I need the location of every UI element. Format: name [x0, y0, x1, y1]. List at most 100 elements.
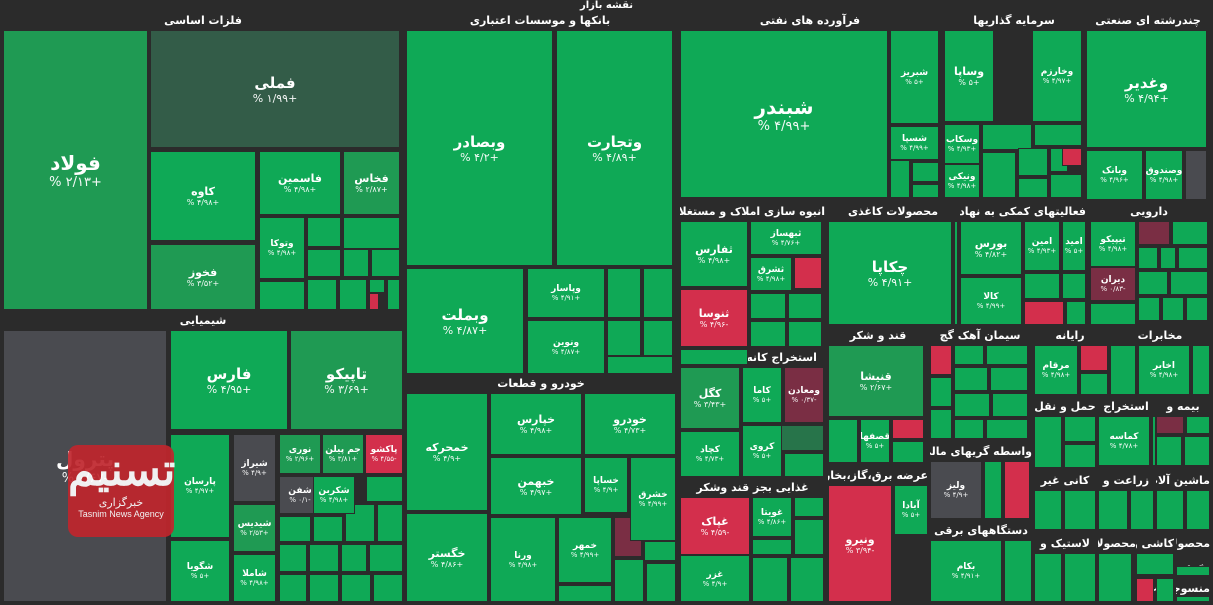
treemap-cell[interactable]: [982, 152, 1016, 198]
treemap-cell[interactable]: [341, 574, 371, 602]
treemap-cell[interactable]: [794, 497, 824, 517]
treemap-cell[interactable]: [366, 476, 403, 502]
stock-tile[interactable]: خودرو +۴/۷۳ %: [584, 393, 676, 455]
stock-tile[interactable]: غپاک -۴/۵۹ %: [680, 497, 750, 555]
treemap-cell[interactable]: [1024, 273, 1060, 299]
treemap-cell[interactable]: [607, 320, 641, 356]
treemap-cell[interactable]: [1186, 297, 1208, 321]
stock-tile[interactable]: شکربن +۴/۹۸ %: [313, 476, 355, 514]
treemap-cell[interactable]: [1050, 174, 1082, 198]
treemap-cell[interactable]: [1018, 178, 1048, 198]
treemap-cell[interactable]: [1162, 297, 1184, 321]
stock-tile[interactable]: قصفها +۵ %: [860, 419, 890, 463]
stock-tile[interactable]: کماسه +۴/۷۸ %: [1098, 416, 1150, 466]
treemap-cell[interactable]: [607, 356, 673, 374]
stock-tile[interactable]: ثفارس +۴/۹۸ %: [680, 221, 748, 287]
treemap-cell[interactable]: [646, 563, 676, 602]
stock-tile[interactable]: شیدیس +۲/۵۳ %: [233, 504, 276, 552]
treemap-cell[interactable]: [1138, 271, 1168, 295]
stock-tile[interactable]: چکاپا +۴/۹۱ %: [828, 221, 952, 325]
stock-tile[interactable]: وخارزم +۴/۹۷ %: [1032, 30, 1082, 122]
stock-tile[interactable]: وبملت +۴/۸۷ %: [406, 268, 524, 374]
treemap-cell[interactable]: [339, 279, 367, 310]
stock-tile[interactable]: خساپا +۴/۹ %: [584, 457, 628, 513]
stock-tile[interactable]: پاکشو -۴/۵۵ %: [365, 434, 403, 474]
stock-tile[interactable]: وصندوق +۴/۹۸ %: [1145, 150, 1183, 200]
stock-tile[interactable]: خبهمن +۴/۹۷ %: [490, 457, 582, 515]
stock-tile[interactable]: فارس +۴/۹۵ %: [170, 330, 288, 430]
stock-tile[interactable]: کگل +۳/۴۳ %: [680, 367, 740, 429]
stock-tile[interactable]: کچاد +۴/۷۳ %: [680, 431, 740, 477]
treemap-cell[interactable]: [1176, 596, 1210, 602]
treemap-cell[interactable]: [614, 559, 644, 602]
stock-tile[interactable]: ومعادن -۰/۳۷ %: [784, 367, 824, 423]
stock-tile[interactable]: شاملا +۴/۹۸ %: [233, 554, 276, 602]
stock-tile[interactable]: وبصادر +۴/۲ %: [406, 30, 553, 266]
treemap-cell[interactable]: [1156, 416, 1184, 434]
treemap-cell[interactable]: [1186, 490, 1210, 530]
treemap-cell[interactable]: [892, 419, 924, 439]
stock-tile[interactable]: ونیرو -۳/۹۴ %: [828, 485, 892, 602]
treemap-cell[interactable]: [930, 345, 952, 375]
treemap-cell[interactable]: [309, 574, 339, 602]
stock-tile[interactable]: خشرق +۴/۹۹ %: [630, 457, 676, 541]
treemap-cell[interactable]: [343, 249, 369, 277]
treemap-cell[interactable]: [309, 544, 339, 572]
treemap-cell[interactable]: [341, 544, 367, 572]
treemap-cell[interactable]: [1136, 578, 1154, 602]
treemap-cell[interactable]: [643, 320, 673, 356]
treemap-cell[interactable]: [794, 519, 824, 555]
treemap-cell[interactable]: [790, 557, 824, 602]
stock-tile[interactable]: وپاسار +۴/۹۱ %: [527, 268, 605, 318]
treemap-cell[interactable]: [1185, 150, 1207, 200]
stock-tile[interactable]: فملی +۱/۹۹ %: [150, 30, 400, 148]
treemap-cell[interactable]: [752, 557, 788, 602]
treemap-cell[interactable]: [680, 349, 748, 365]
stock-tile[interactable]: کاما +۵ %: [742, 367, 782, 423]
treemap-cell[interactable]: [1080, 373, 1108, 395]
treemap-cell[interactable]: [892, 441, 924, 463]
treemap-cell[interactable]: [984, 461, 1002, 519]
stock-tile[interactable]: کاوه +۴/۹۸ %: [150, 151, 256, 241]
stock-tile[interactable]: دیران -۰/۸۳ %: [1090, 267, 1136, 301]
treemap-cell[interactable]: [1186, 416, 1210, 434]
treemap-cell[interactable]: [371, 249, 400, 277]
treemap-cell[interactable]: [1080, 345, 1108, 371]
treemap-cell[interactable]: [784, 453, 824, 477]
treemap-cell[interactable]: [750, 293, 786, 319]
stock-tile[interactable]: شبریز +۵ %: [890, 30, 939, 124]
stock-tile[interactable]: ثنوسا -۴/۹۶ %: [680, 289, 748, 347]
treemap-cell[interactable]: [369, 293, 379, 310]
stock-tile[interactable]: مرقام +۴/۹۸ %: [1034, 345, 1078, 395]
treemap-cell[interactable]: [1156, 436, 1182, 466]
treemap-cell[interactable]: [1172, 221, 1208, 245]
stock-tile[interactable]: وتجارت +۴/۸۹ %: [556, 30, 673, 266]
treemap-cell[interactable]: [750, 321, 786, 347]
treemap-cell[interactable]: [930, 377, 952, 407]
treemap-cell[interactable]: [1110, 345, 1136, 395]
treemap-cell[interactable]: [607, 268, 641, 318]
treemap-cell[interactable]: [377, 504, 403, 542]
stock-tile[interactable]: وتوکا +۴/۹۸ %: [259, 217, 305, 279]
treemap-cell[interactable]: [1138, 247, 1158, 269]
stock-tile[interactable]: بورس +۴/۸۲ %: [960, 221, 1022, 275]
stock-tile[interactable]: اخابر +۴/۹۸ %: [1138, 345, 1190, 395]
treemap-cell[interactable]: [279, 544, 307, 572]
treemap-cell[interactable]: [1098, 553, 1132, 602]
stock-tile[interactable]: پارسان +۴/۹۷ %: [170, 434, 230, 538]
stock-tile[interactable]: خمحرکه +۴/۹ %: [406, 393, 488, 511]
treemap-cell[interactable]: [954, 345, 984, 365]
stock-tile[interactable]: جم پیلن +۳/۸۱ %: [322, 434, 364, 474]
treemap-cell[interactable]: [1178, 247, 1208, 269]
treemap-cell[interactable]: [1170, 271, 1208, 295]
treemap-cell[interactable]: [1064, 416, 1096, 442]
stock-tile[interactable]: بکام +۴/۹۱ %: [930, 540, 1002, 602]
stock-tile[interactable]: فخاس +۲/۸۷ %: [343, 151, 400, 215]
stock-tile[interactable]: کروی +۵ %: [742, 425, 782, 477]
treemap-cell[interactable]: [1090, 303, 1136, 325]
treemap-cell[interactable]: [307, 279, 337, 310]
treemap-cell[interactable]: [986, 345, 1028, 365]
treemap-cell[interactable]: [1130, 490, 1154, 530]
treemap-cell[interactable]: [1184, 436, 1210, 466]
stock-tile[interactable]: ثبهساز +۴/۷۶ %: [750, 221, 822, 255]
